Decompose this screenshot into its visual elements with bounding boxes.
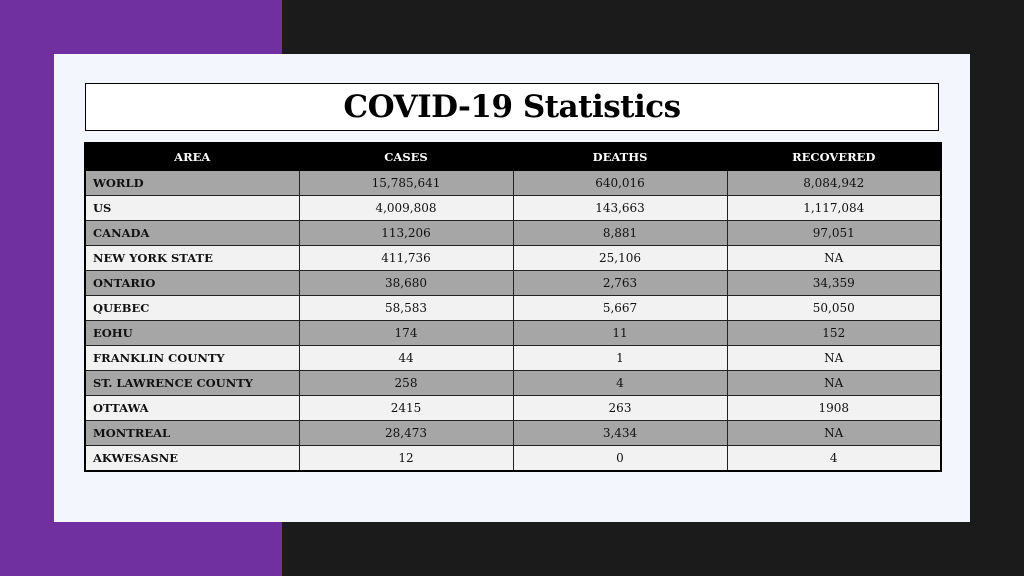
area-cell: EOHU bbox=[84, 320, 300, 346]
area-cell: US bbox=[84, 195, 300, 221]
cases-cell: 28,473 bbox=[298, 420, 514, 446]
cases-cell: 12 bbox=[298, 445, 514, 472]
cases-cell: 411,736 bbox=[298, 245, 514, 271]
cases-cell: 258 bbox=[298, 370, 514, 396]
cases-cell: 174 bbox=[298, 320, 514, 346]
area-cell: MONTREAL bbox=[84, 420, 300, 446]
deaths-cell: 640,016 bbox=[512, 170, 728, 196]
deaths-cell: 2,763 bbox=[512, 270, 728, 296]
recovered-cell: NA bbox=[726, 345, 942, 371]
table-row: FRANKLIN COUNTY 44 1 NA bbox=[84, 345, 942, 371]
deaths-cell: 11 bbox=[512, 320, 728, 346]
table-row: OTTAWA 2415 263 1908 bbox=[84, 395, 942, 421]
table-row: EOHU 174 11 152 bbox=[84, 320, 942, 346]
area-cell: ST. LAWRENCE COUNTY bbox=[84, 370, 300, 396]
deaths-cell: 8,881 bbox=[512, 220, 728, 246]
recovered-cell: 8,084,942 bbox=[726, 170, 942, 196]
deaths-cell: 1 bbox=[512, 345, 728, 371]
cases-cell: 38,680 bbox=[298, 270, 514, 296]
table-row: NEW YORK STATE 411,736 25,106 NA bbox=[84, 245, 942, 271]
recovered-cell: NA bbox=[726, 370, 942, 396]
recovered-cell: 4 bbox=[726, 445, 942, 472]
slide-title: COVID-19 Statistics bbox=[343, 89, 681, 125]
recovered-cell: 1908 bbox=[726, 395, 942, 421]
area-cell: OTTAWA bbox=[84, 395, 300, 421]
table-row: ST. LAWRENCE COUNTY 258 4 NA bbox=[84, 370, 942, 396]
table-row: CANADA 113,206 8,881 97,051 bbox=[84, 220, 942, 246]
recovered-cell: NA bbox=[726, 245, 942, 271]
statistics-table: AREA CASES DEATHS RECOVERED WORLD 15,785… bbox=[84, 142, 942, 472]
deaths-cell: 0 bbox=[512, 445, 728, 472]
table-row: AKWESASNE 12 0 4 bbox=[84, 445, 942, 472]
area-cell: WORLD bbox=[84, 170, 300, 196]
header-area: AREA bbox=[84, 142, 300, 171]
area-cell: QUEBEC bbox=[84, 295, 300, 321]
cases-cell: 4,009,808 bbox=[298, 195, 514, 221]
cases-cell: 44 bbox=[298, 345, 514, 371]
recovered-cell: 50,050 bbox=[726, 295, 942, 321]
slide-panel: COVID-19 Statistics AREA CASES DEATHS RE… bbox=[54, 54, 970, 522]
deaths-cell: 3,434 bbox=[512, 420, 728, 446]
recovered-cell: NA bbox=[726, 420, 942, 446]
cases-cell: 58,583 bbox=[298, 295, 514, 321]
deaths-cell: 263 bbox=[512, 395, 728, 421]
table-row: MONTREAL 28,473 3,434 NA bbox=[84, 420, 942, 446]
area-cell: AKWESASNE bbox=[84, 445, 300, 472]
table-row: QUEBEC 58,583 5,667 50,050 bbox=[84, 295, 942, 321]
area-cell: CANADA bbox=[84, 220, 300, 246]
cases-cell: 2415 bbox=[298, 395, 514, 421]
area-cell: FRANKLIN COUNTY bbox=[84, 345, 300, 371]
recovered-cell: 97,051 bbox=[726, 220, 942, 246]
deaths-cell: 5,667 bbox=[512, 295, 728, 321]
cases-cell: 15,785,641 bbox=[298, 170, 514, 196]
deaths-cell: 4 bbox=[512, 370, 728, 396]
table-row: WORLD 15,785,641 640,016 8,084,942 bbox=[84, 170, 942, 196]
header-cases: CASES bbox=[298, 142, 514, 171]
table-row: ONTARIO 38,680 2,763 34,359 bbox=[84, 270, 942, 296]
header-recovered: RECOVERED bbox=[726, 142, 942, 171]
deaths-cell: 143,663 bbox=[512, 195, 728, 221]
recovered-cell: 152 bbox=[726, 320, 942, 346]
table-row: US 4,009,808 143,663 1,117,084 bbox=[84, 195, 942, 221]
recovered-cell: 1,117,084 bbox=[726, 195, 942, 221]
recovered-cell: 34,359 bbox=[726, 270, 942, 296]
area-cell: NEW YORK STATE bbox=[84, 245, 300, 271]
title-box: COVID-19 Statistics bbox=[85, 83, 939, 131]
area-cell: ONTARIO bbox=[84, 270, 300, 296]
cases-cell: 113,206 bbox=[298, 220, 514, 246]
table-header-row: AREA CASES DEATHS RECOVERED bbox=[84, 142, 942, 171]
header-deaths: DEATHS bbox=[512, 142, 728, 171]
deaths-cell: 25,106 bbox=[512, 245, 728, 271]
